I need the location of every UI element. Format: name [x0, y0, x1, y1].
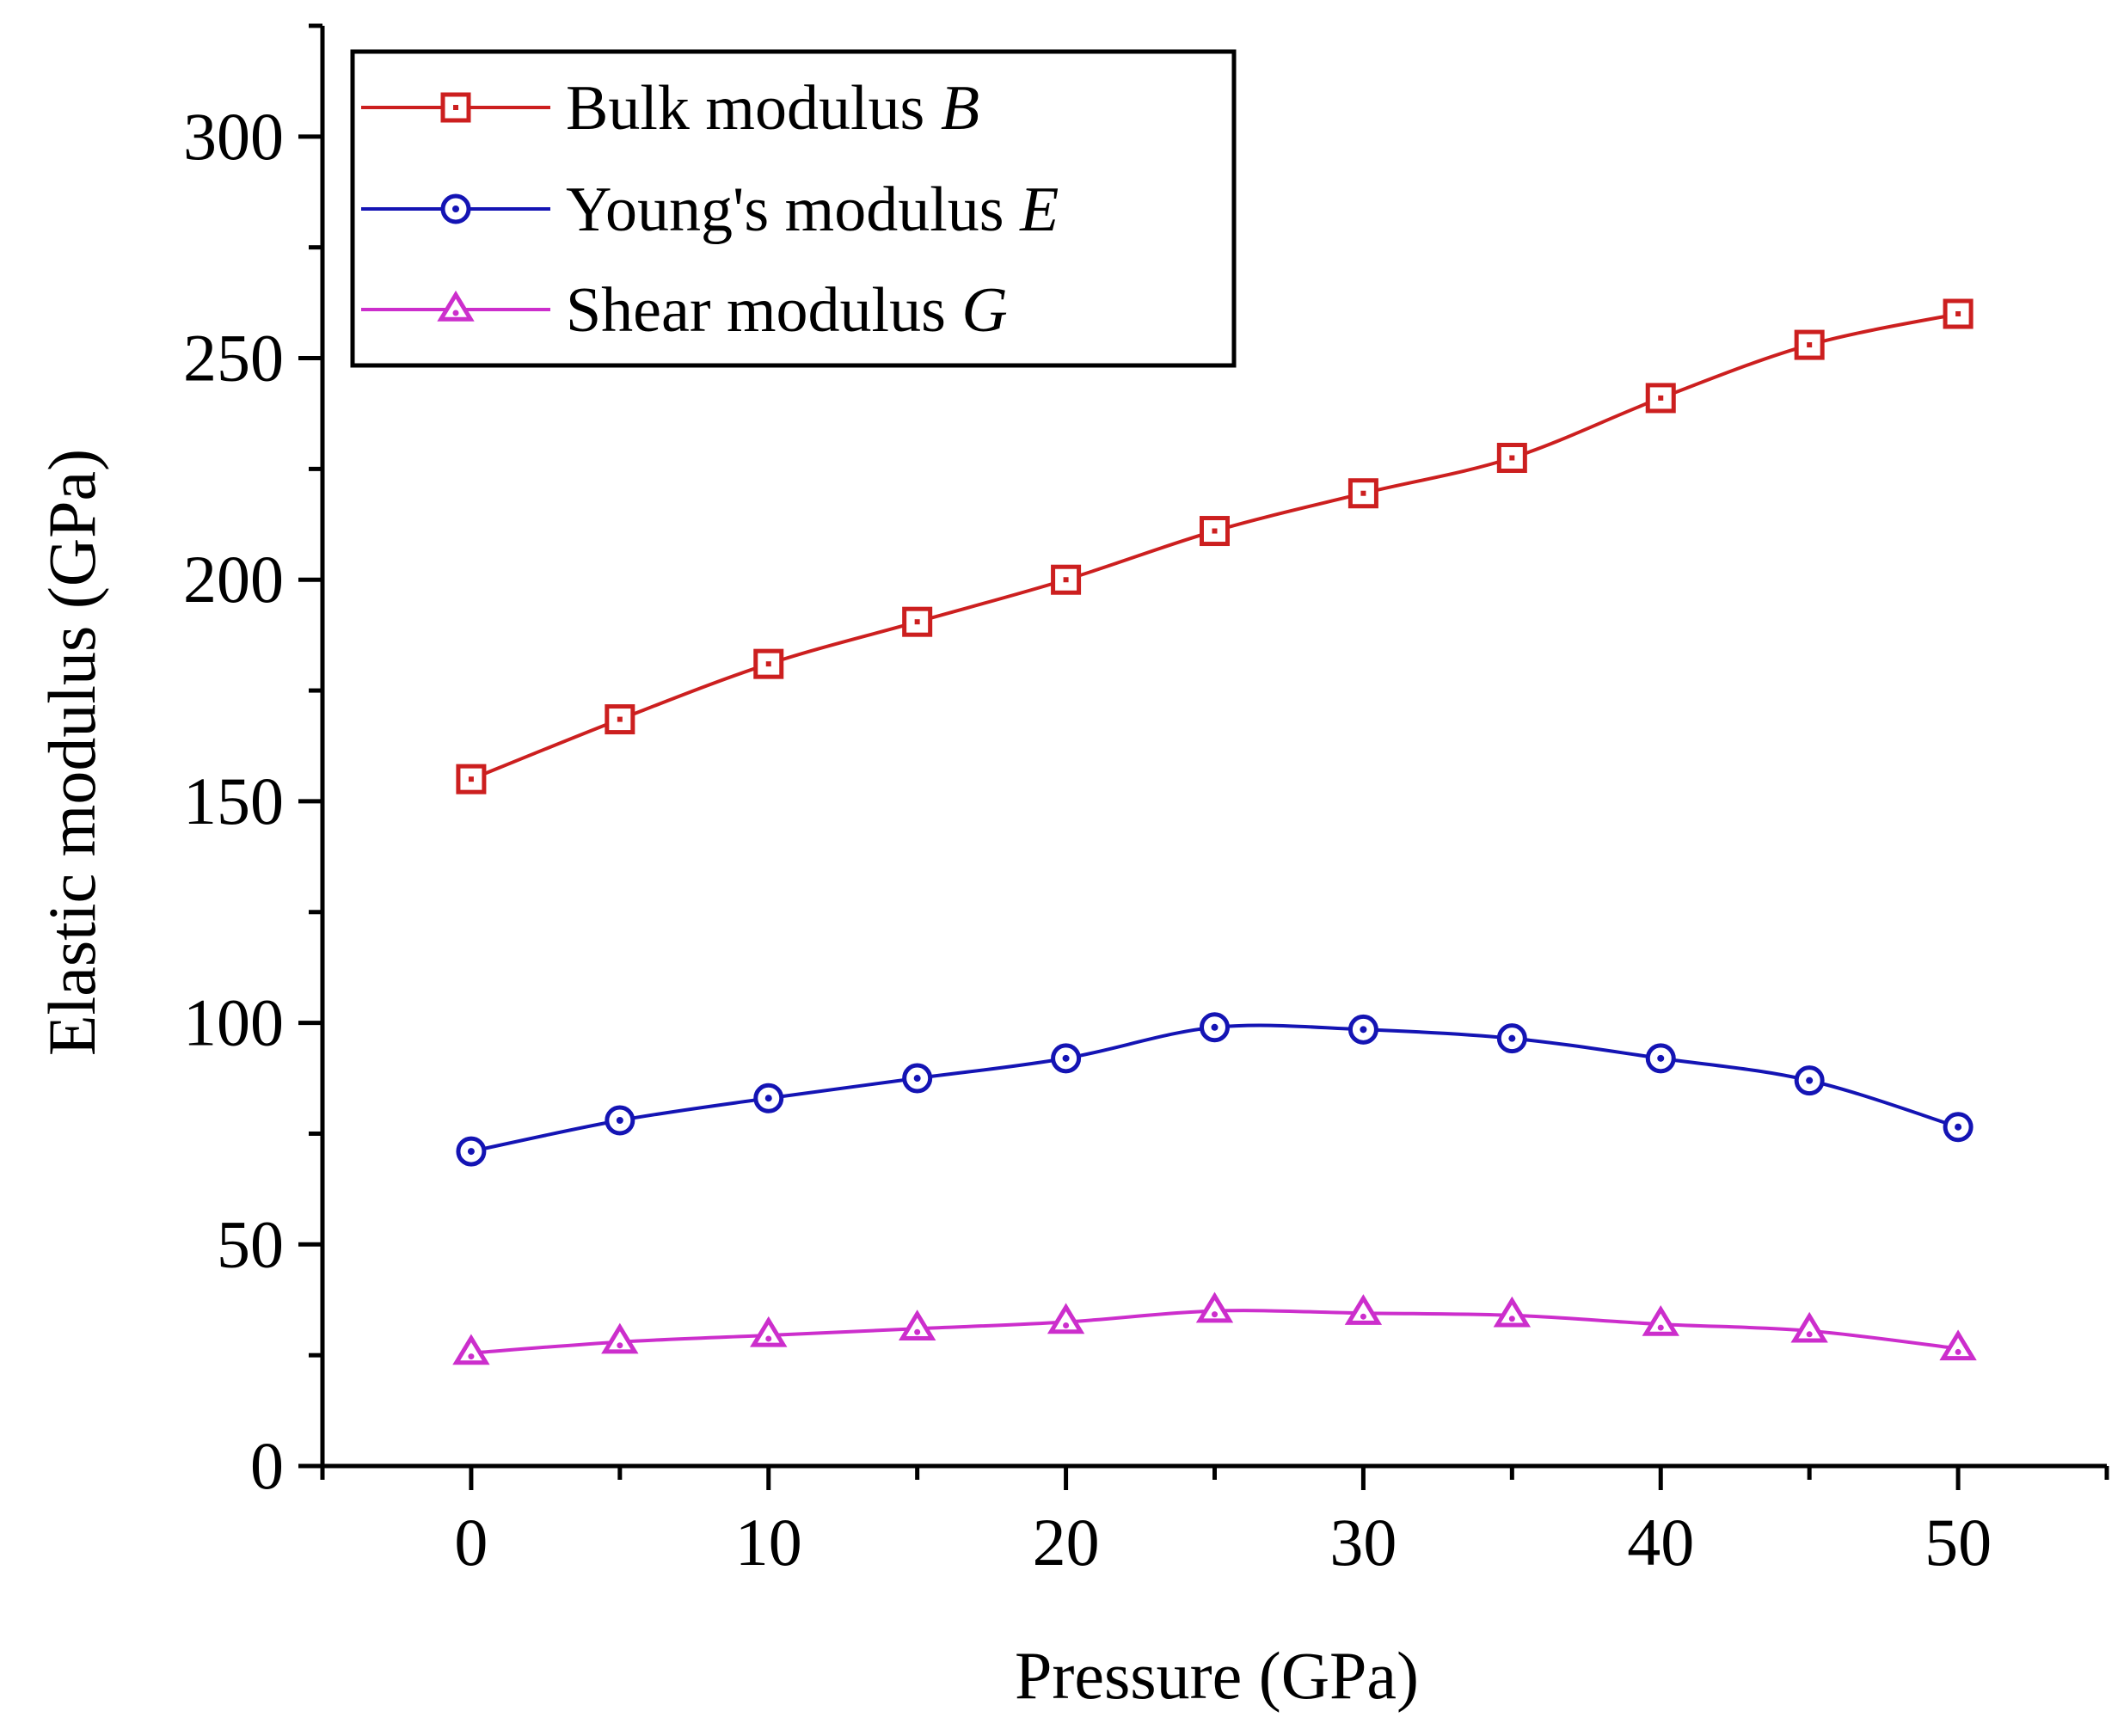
x-tick-label: 0 — [454, 1505, 488, 1580]
legend-item: Shear modulus G — [361, 275, 1008, 346]
y-tick-label: 0 — [250, 1428, 284, 1503]
y-axis-title: Elastic modulus (GPa) — [34, 449, 109, 1056]
legend-item: Young's modulus E — [361, 175, 1059, 245]
data-point-center — [1062, 1054, 1070, 1062]
data-point — [1939, 1329, 1977, 1361]
data-point-center — [765, 1335, 772, 1342]
data-point-center — [1212, 1311, 1218, 1318]
series-layer — [452, 298, 1977, 1365]
y-tick-label: 200 — [183, 542, 284, 616]
data-point-center — [913, 1075, 921, 1083]
data-point-center — [1360, 1313, 1366, 1320]
legend-label-symbol: B — [941, 73, 979, 144]
series-line — [470, 1023, 1959, 1154]
data-point-center — [1212, 528, 1218, 534]
data-point-center — [765, 661, 771, 667]
data-point-center — [1211, 1023, 1219, 1031]
data-point — [452, 1334, 490, 1365]
legend-label-symbol: E — [1019, 175, 1059, 245]
legend-marker-center — [452, 205, 459, 212]
data-point-center — [1360, 490, 1366, 496]
series-line — [470, 312, 1959, 782]
data-point-center — [1807, 342, 1813, 348]
legend-label-text: Bulk modulus — [566, 73, 941, 144]
data-point-center — [1508, 1316, 1515, 1322]
legend-label-text: Young's modulus — [566, 175, 1020, 245]
x-tick-label: 10 — [735, 1505, 802, 1580]
data-point-center — [1508, 1034, 1516, 1042]
y-tick-label: 300 — [183, 99, 284, 174]
legend-marker-center — [452, 310, 459, 316]
x-tick-label: 30 — [1329, 1505, 1397, 1580]
x-tick-label: 40 — [1627, 1505, 1694, 1580]
x-axis-ticks: 0 10 20 30 40 50 — [320, 1466, 2109, 1580]
data-point — [1047, 1303, 1085, 1334]
y-tick-label: 100 — [183, 985, 284, 1060]
legend-marker — [437, 290, 475, 322]
legend-label: Young's modulus E — [566, 175, 1059, 245]
data-point-center — [468, 1353, 475, 1360]
series-square — [456, 298, 1974, 794]
legend-label: Bulk modulus B — [566, 73, 979, 144]
data-point-center — [617, 1342, 623, 1349]
data-point-center — [1063, 1322, 1070, 1328]
data-point — [898, 1310, 936, 1340]
data-point-center — [1955, 1348, 1961, 1355]
data-point-center — [914, 619, 920, 625]
series-circle — [456, 1012, 1974, 1167]
data-point-center — [468, 776, 474, 782]
data-point-center — [1806, 1331, 1813, 1338]
data-point-center — [1658, 395, 1664, 401]
y-tick-label: 50 — [217, 1206, 284, 1281]
y-axis-ticks: 0 50 100 150 200 250 300 — [183, 23, 322, 1503]
data-point-center — [467, 1148, 475, 1156]
data-point-center — [1657, 1054, 1665, 1062]
data-point-center — [1955, 311, 1961, 316]
data-point — [750, 1316, 788, 1347]
legend-label-symbol: G — [961, 275, 1007, 346]
y-tick-label: 250 — [183, 321, 284, 396]
x-tick-label: 50 — [1924, 1505, 1992, 1580]
x-tick-label: 20 — [1033, 1505, 1100, 1580]
data-point — [1493, 1296, 1532, 1328]
legend-label: Shear modulus G — [566, 275, 1008, 346]
data-point-center — [1360, 1026, 1367, 1034]
data-point-center — [616, 1117, 623, 1124]
data-point-center — [1509, 455, 1515, 461]
data-point-center — [1063, 577, 1069, 583]
data-point — [1790, 1311, 1828, 1343]
data-point-center — [764, 1095, 772, 1102]
series-triangle — [452, 1291, 1977, 1365]
data-point — [1794, 329, 1825, 360]
data-point — [1344, 1294, 1383, 1325]
data-point — [1195, 1291, 1234, 1323]
legend-marker-center — [453, 105, 458, 110]
data-point — [1642, 1305, 1679, 1336]
y-tick-label: 150 — [183, 764, 284, 838]
data-point-center — [914, 1328, 921, 1335]
data-point-center — [1955, 1123, 1962, 1131]
data-point-center — [1806, 1077, 1814, 1084]
data-point-center — [1657, 1324, 1664, 1331]
data-point — [601, 1322, 639, 1354]
legend-item: Bulk modulus B — [361, 73, 979, 144]
x-axis-title: Pressure (GPa) — [1015, 1638, 1419, 1713]
legend-label-text: Shear modulus — [566, 275, 961, 346]
data-point-center — [617, 716, 623, 722]
